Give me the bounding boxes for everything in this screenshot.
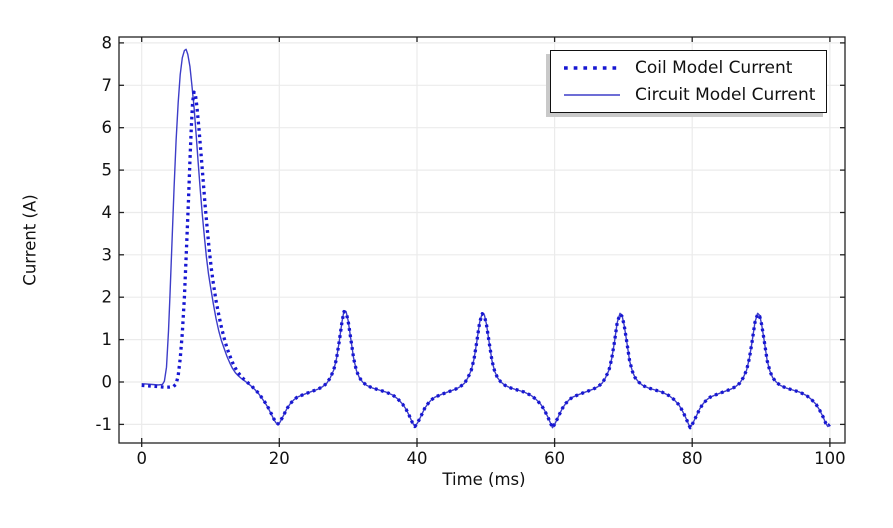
y-tick-label: 1: [102, 330, 113, 349]
x-tick-label: 20: [269, 449, 290, 468]
circuit-line-sample-icon: [564, 94, 620, 96]
coil-line-sample-icon: [564, 66, 620, 70]
y-tick-label: 7: [102, 76, 113, 95]
legend-label-circuit: Circuit Model Current: [635, 85, 816, 105]
x-tick-label: 0: [136, 449, 147, 468]
legend: Coil Model Current Circuit Model Current: [550, 50, 827, 113]
legend-item-circuit: Circuit Model Current: [562, 83, 826, 108]
y-tick-label: 5: [102, 161, 113, 180]
x-tick-label: 80: [682, 449, 703, 468]
y-tick-label: -1: [96, 415, 112, 434]
y-axis-label: Current (A): [20, 194, 40, 286]
x-tick-label: 60: [544, 449, 565, 468]
series-line-1: [141, 48, 831, 429]
y-tick-label: 6: [102, 118, 113, 137]
legend-item-coil: Coil Model Current: [562, 56, 826, 81]
y-tick-label: 0: [102, 373, 113, 392]
y-tick-label: 2: [102, 288, 113, 307]
plot-frame: [118, 36, 846, 444]
legend-label-coil: Coil Model Current: [635, 58, 793, 78]
series-line-0: [141, 90, 831, 430]
x-tick-label: 100: [814, 449, 846, 468]
x-tick-label: 40: [407, 449, 428, 468]
x-axis-label: Time (ms): [442, 470, 526, 489]
y-tick-label: 8: [102, 33, 113, 52]
y-tick-label: 3: [102, 245, 113, 264]
y-tick-label: 4: [102, 203, 113, 222]
